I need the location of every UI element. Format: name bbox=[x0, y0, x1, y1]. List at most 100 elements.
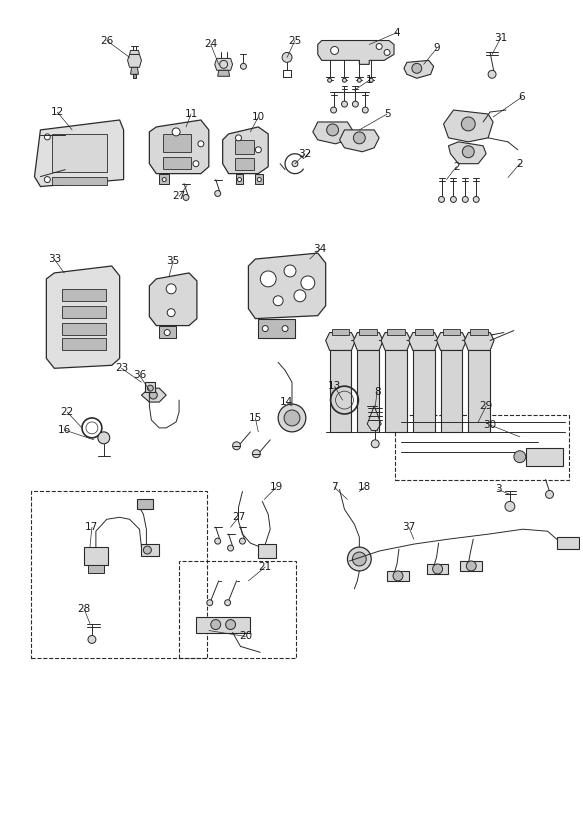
Text: 18: 18 bbox=[358, 483, 371, 493]
Circle shape bbox=[226, 620, 236, 630]
Polygon shape bbox=[142, 388, 166, 402]
Circle shape bbox=[282, 53, 292, 63]
Circle shape bbox=[371, 440, 379, 447]
Text: 14: 14 bbox=[279, 397, 293, 407]
Circle shape bbox=[451, 196, 456, 203]
Bar bbox=[234, 140, 254, 154]
Circle shape bbox=[164, 330, 170, 335]
Text: 12: 12 bbox=[51, 107, 64, 117]
Bar bbox=[526, 447, 563, 466]
Circle shape bbox=[352, 101, 359, 107]
Circle shape bbox=[362, 107, 368, 113]
Circle shape bbox=[352, 552, 366, 566]
Bar bbox=[359, 329, 377, 335]
Text: 34: 34 bbox=[313, 244, 326, 254]
Text: 26: 26 bbox=[100, 35, 114, 45]
Bar bbox=[442, 329, 461, 335]
Polygon shape bbox=[464, 333, 494, 350]
Polygon shape bbox=[255, 174, 264, 184]
Text: 2: 2 bbox=[517, 159, 523, 169]
Bar bbox=[387, 329, 405, 335]
Bar bbox=[138, 499, 153, 509]
Circle shape bbox=[257, 178, 261, 181]
Text: 27: 27 bbox=[232, 513, 245, 522]
Circle shape bbox=[353, 132, 366, 144]
Bar bbox=[62, 306, 106, 317]
Circle shape bbox=[326, 124, 339, 136]
Bar bbox=[163, 157, 191, 169]
Circle shape bbox=[347, 547, 371, 571]
Polygon shape bbox=[313, 122, 352, 144]
Text: 16: 16 bbox=[58, 425, 71, 435]
Bar bbox=[387, 571, 409, 581]
Circle shape bbox=[252, 450, 260, 457]
Text: 29: 29 bbox=[479, 401, 493, 411]
Text: 7: 7 bbox=[331, 483, 338, 493]
Circle shape bbox=[162, 178, 166, 181]
Circle shape bbox=[167, 309, 175, 316]
Circle shape bbox=[260, 271, 276, 287]
Bar bbox=[557, 537, 580, 549]
Polygon shape bbox=[444, 110, 493, 142]
Text: 22: 22 bbox=[61, 407, 74, 417]
Circle shape bbox=[342, 78, 346, 82]
Circle shape bbox=[546, 490, 553, 499]
Bar bbox=[62, 289, 106, 301]
Polygon shape bbox=[236, 174, 244, 184]
Bar bbox=[470, 329, 488, 335]
Polygon shape bbox=[409, 333, 438, 350]
Bar bbox=[84, 547, 108, 565]
Circle shape bbox=[488, 70, 496, 78]
Text: 28: 28 bbox=[78, 604, 90, 614]
Polygon shape bbox=[353, 333, 383, 350]
Circle shape bbox=[198, 141, 204, 147]
Bar bbox=[52, 176, 107, 185]
Text: 10: 10 bbox=[252, 112, 265, 122]
Circle shape bbox=[461, 117, 475, 131]
Bar bbox=[258, 544, 276, 558]
Bar bbox=[461, 561, 482, 571]
Text: 33: 33 bbox=[48, 254, 61, 264]
Circle shape bbox=[227, 545, 234, 551]
Text: 15: 15 bbox=[249, 413, 262, 423]
Circle shape bbox=[143, 546, 152, 554]
Circle shape bbox=[357, 78, 361, 82]
Text: 19: 19 bbox=[269, 483, 283, 493]
Circle shape bbox=[193, 161, 199, 166]
Circle shape bbox=[331, 46, 339, 54]
Bar bbox=[52, 133, 107, 171]
Circle shape bbox=[255, 147, 261, 152]
Text: 8: 8 bbox=[374, 387, 381, 397]
Bar bbox=[196, 616, 250, 633]
Circle shape bbox=[282, 325, 288, 331]
Circle shape bbox=[183, 194, 189, 200]
Text: 27: 27 bbox=[173, 191, 186, 201]
Bar bbox=[145, 382, 155, 392]
Circle shape bbox=[331, 107, 336, 113]
Bar bbox=[415, 329, 433, 335]
Circle shape bbox=[505, 501, 515, 512]
Text: 31: 31 bbox=[494, 32, 508, 43]
Text: 2: 2 bbox=[453, 162, 460, 171]
Text: 17: 17 bbox=[85, 522, 99, 532]
Text: 25: 25 bbox=[289, 35, 301, 45]
Circle shape bbox=[215, 190, 221, 196]
Circle shape bbox=[220, 60, 227, 68]
Text: 24: 24 bbox=[204, 40, 217, 49]
Circle shape bbox=[284, 265, 296, 277]
Circle shape bbox=[438, 196, 444, 203]
Circle shape bbox=[376, 44, 382, 49]
Polygon shape bbox=[318, 40, 394, 64]
Polygon shape bbox=[132, 74, 136, 78]
Polygon shape bbox=[437, 333, 466, 350]
Bar bbox=[234, 157, 254, 170]
Polygon shape bbox=[217, 70, 230, 77]
Text: 6: 6 bbox=[518, 92, 525, 102]
Circle shape bbox=[147, 385, 153, 391]
Circle shape bbox=[462, 196, 468, 203]
Circle shape bbox=[369, 78, 373, 82]
Circle shape bbox=[44, 133, 50, 140]
Circle shape bbox=[412, 63, 422, 73]
Bar bbox=[142, 544, 159, 556]
Circle shape bbox=[215, 538, 221, 544]
